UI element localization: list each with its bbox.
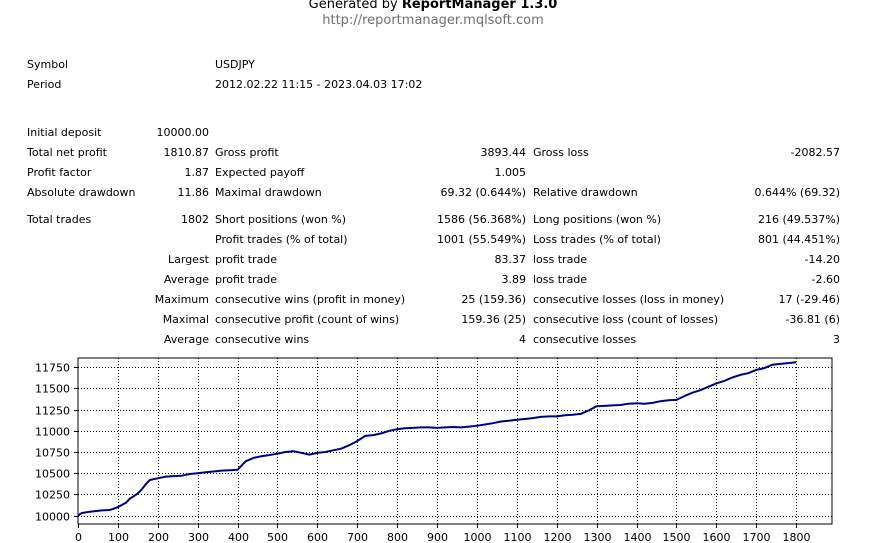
largest-profit-value: 83.37 bbox=[494, 253, 527, 266]
x-tick-label: 200 bbox=[148, 531, 169, 543]
period-value: 2012.02.22 11:15 - 2023.04.03 17:02 bbox=[215, 78, 423, 91]
expected-payoff-value: 1.005 bbox=[494, 166, 527, 179]
y-tick-label: 10000 bbox=[35, 511, 70, 524]
x-tick-label: 1300 bbox=[584, 531, 612, 543]
symbol-value: USDJPY bbox=[215, 58, 255, 71]
y-tick-label: 10500 bbox=[35, 468, 70, 481]
plot-frame bbox=[77, 357, 833, 525]
maximum-label: Maximum bbox=[154, 293, 209, 306]
x-tick-label: 300 bbox=[188, 531, 209, 543]
x-tick-label: 1000 bbox=[464, 531, 492, 543]
x-tick-label: 800 bbox=[387, 531, 408, 543]
profit-trades-label: Profit trades (% of total) bbox=[215, 233, 348, 246]
period-label: Period bbox=[27, 78, 62, 91]
avg-consec-wins-label: consecutive wins bbox=[215, 333, 310, 346]
y-tick-label: 11000 bbox=[35, 426, 70, 439]
long-positions-value: 216 (49.537%) bbox=[757, 213, 840, 226]
maximal-consec-profit-label: consecutive profit (count of wins) bbox=[215, 313, 400, 326]
generator-name: ReportManager 1.3.0 bbox=[401, 0, 558, 12]
relative-drawdown-label: Relative drawdown bbox=[533, 186, 638, 199]
total-net-profit-label: Total net profit bbox=[27, 146, 107, 159]
y-tick-label: 10250 bbox=[35, 489, 70, 502]
avg-consec-wins-value: 4 bbox=[519, 333, 526, 346]
largest-loss-value: -14.20 bbox=[804, 253, 840, 266]
gross-loss-label: Gross loss bbox=[533, 146, 589, 159]
maximal-consec-loss-value: -36.81 (6) bbox=[785, 313, 840, 326]
generator-header: Generated by ReportManager 1.3.0 bbox=[0, 0, 866, 12]
maximal-consec-profit-value: 159.36 (25) bbox=[461, 313, 526, 326]
x-tick-label: 700 bbox=[347, 531, 368, 543]
loss-trades-value: 801 (44.451%) bbox=[757, 233, 840, 246]
balance-chart: 1000010250105001075011000112501150011750… bbox=[35, 357, 833, 543]
x-tick-label: 900 bbox=[427, 531, 448, 543]
x-tick-label: 500 bbox=[267, 531, 288, 543]
y-tick-label: 11250 bbox=[35, 405, 70, 418]
avg-consec-losses-label: consecutive losses bbox=[533, 333, 637, 346]
average-label: Average bbox=[163, 273, 209, 286]
expected-payoff-label: Expected payoff bbox=[215, 166, 305, 179]
y-tick-label: 10750 bbox=[35, 447, 70, 460]
initial-deposit-value: 10000.00 bbox=[156, 126, 210, 139]
avg-consec-losses-value: 3 bbox=[833, 333, 840, 346]
short-positions-label: Short positions (won %) bbox=[215, 213, 347, 226]
y-tick-label: 11500 bbox=[35, 383, 70, 396]
absolute-drawdown-value: 11.86 bbox=[177, 186, 210, 199]
relative-drawdown-value: 0.644% (69.32) bbox=[754, 186, 840, 199]
maximal-drawdown-value: 69.32 (0.644%) bbox=[440, 186, 526, 199]
maximal-label: Maximal bbox=[162, 313, 209, 326]
absolute-drawdown-label: Absolute drawdown bbox=[27, 186, 136, 199]
x-tick-label: 1800 bbox=[783, 531, 811, 543]
x-tick-label: 600 bbox=[307, 531, 328, 543]
y-tick-label: 11750 bbox=[35, 362, 70, 375]
total-trades-value: 1802 bbox=[181, 213, 209, 226]
generator-url[interactable]: http://reportmanager.mqlsoft.com bbox=[322, 13, 544, 28]
symbol-label: Symbol bbox=[27, 58, 68, 71]
generated-by-text: Generated by bbox=[308, 0, 402, 12]
maximal-drawdown-label: Maximal drawdown bbox=[215, 186, 322, 199]
max-consec-wins-value: 25 (159.36) bbox=[461, 293, 526, 306]
x-tick-label: 1600 bbox=[703, 531, 731, 543]
x-tick-label: 1700 bbox=[743, 531, 771, 543]
profit-trades-value: 1001 (55.549%) bbox=[436, 233, 526, 246]
x-tick-label: 1100 bbox=[504, 531, 532, 543]
max-consec-losses-value: 17 (-29.46) bbox=[778, 293, 840, 306]
average-profit-value: 3.89 bbox=[501, 273, 527, 286]
x-tick-label: 1400 bbox=[624, 531, 652, 543]
gross-profit-label: Gross profit bbox=[215, 146, 279, 159]
profit-factor-value: 1.87 bbox=[184, 166, 210, 179]
x-tick-label: 0 bbox=[75, 531, 82, 543]
initial-deposit-label: Initial deposit bbox=[27, 126, 102, 139]
max-consec-wins-label: consecutive wins (profit in money) bbox=[215, 293, 406, 306]
largest-loss-label: loss trade bbox=[533, 253, 588, 266]
x-tick-label: 1200 bbox=[544, 531, 572, 543]
profit-factor-label: Profit factor bbox=[27, 166, 92, 179]
largest-label: Largest bbox=[168, 253, 209, 266]
x-tick-label: 100 bbox=[108, 531, 129, 543]
gross-profit-value: 3893.44 bbox=[480, 146, 527, 159]
loss-trades-label: Loss trades (% of total) bbox=[533, 233, 661, 246]
average-consec-label: Average bbox=[163, 333, 209, 346]
max-consec-losses-label: consecutive losses (loss in money) bbox=[533, 293, 725, 306]
long-positions-label: Long positions (won %) bbox=[533, 213, 662, 226]
maximal-consec-loss-label: consecutive loss (count of losses) bbox=[533, 313, 719, 326]
largest-profit-label: profit trade bbox=[215, 253, 278, 266]
average-loss-value: -2.60 bbox=[811, 273, 840, 286]
x-tick-label: 400 bbox=[228, 531, 249, 543]
short-positions-value: 1586 (56.368%) bbox=[436, 213, 526, 226]
total-net-profit-value: 1810.87 bbox=[163, 146, 210, 159]
total-trades-label: Total trades bbox=[27, 213, 92, 226]
average-profit-label: profit trade bbox=[215, 273, 278, 286]
average-loss-label: loss trade bbox=[533, 273, 588, 286]
balance-line bbox=[77, 361, 797, 517]
x-tick-label: 1500 bbox=[663, 531, 691, 543]
gross-loss-value: -2082.57 bbox=[790, 146, 840, 159]
